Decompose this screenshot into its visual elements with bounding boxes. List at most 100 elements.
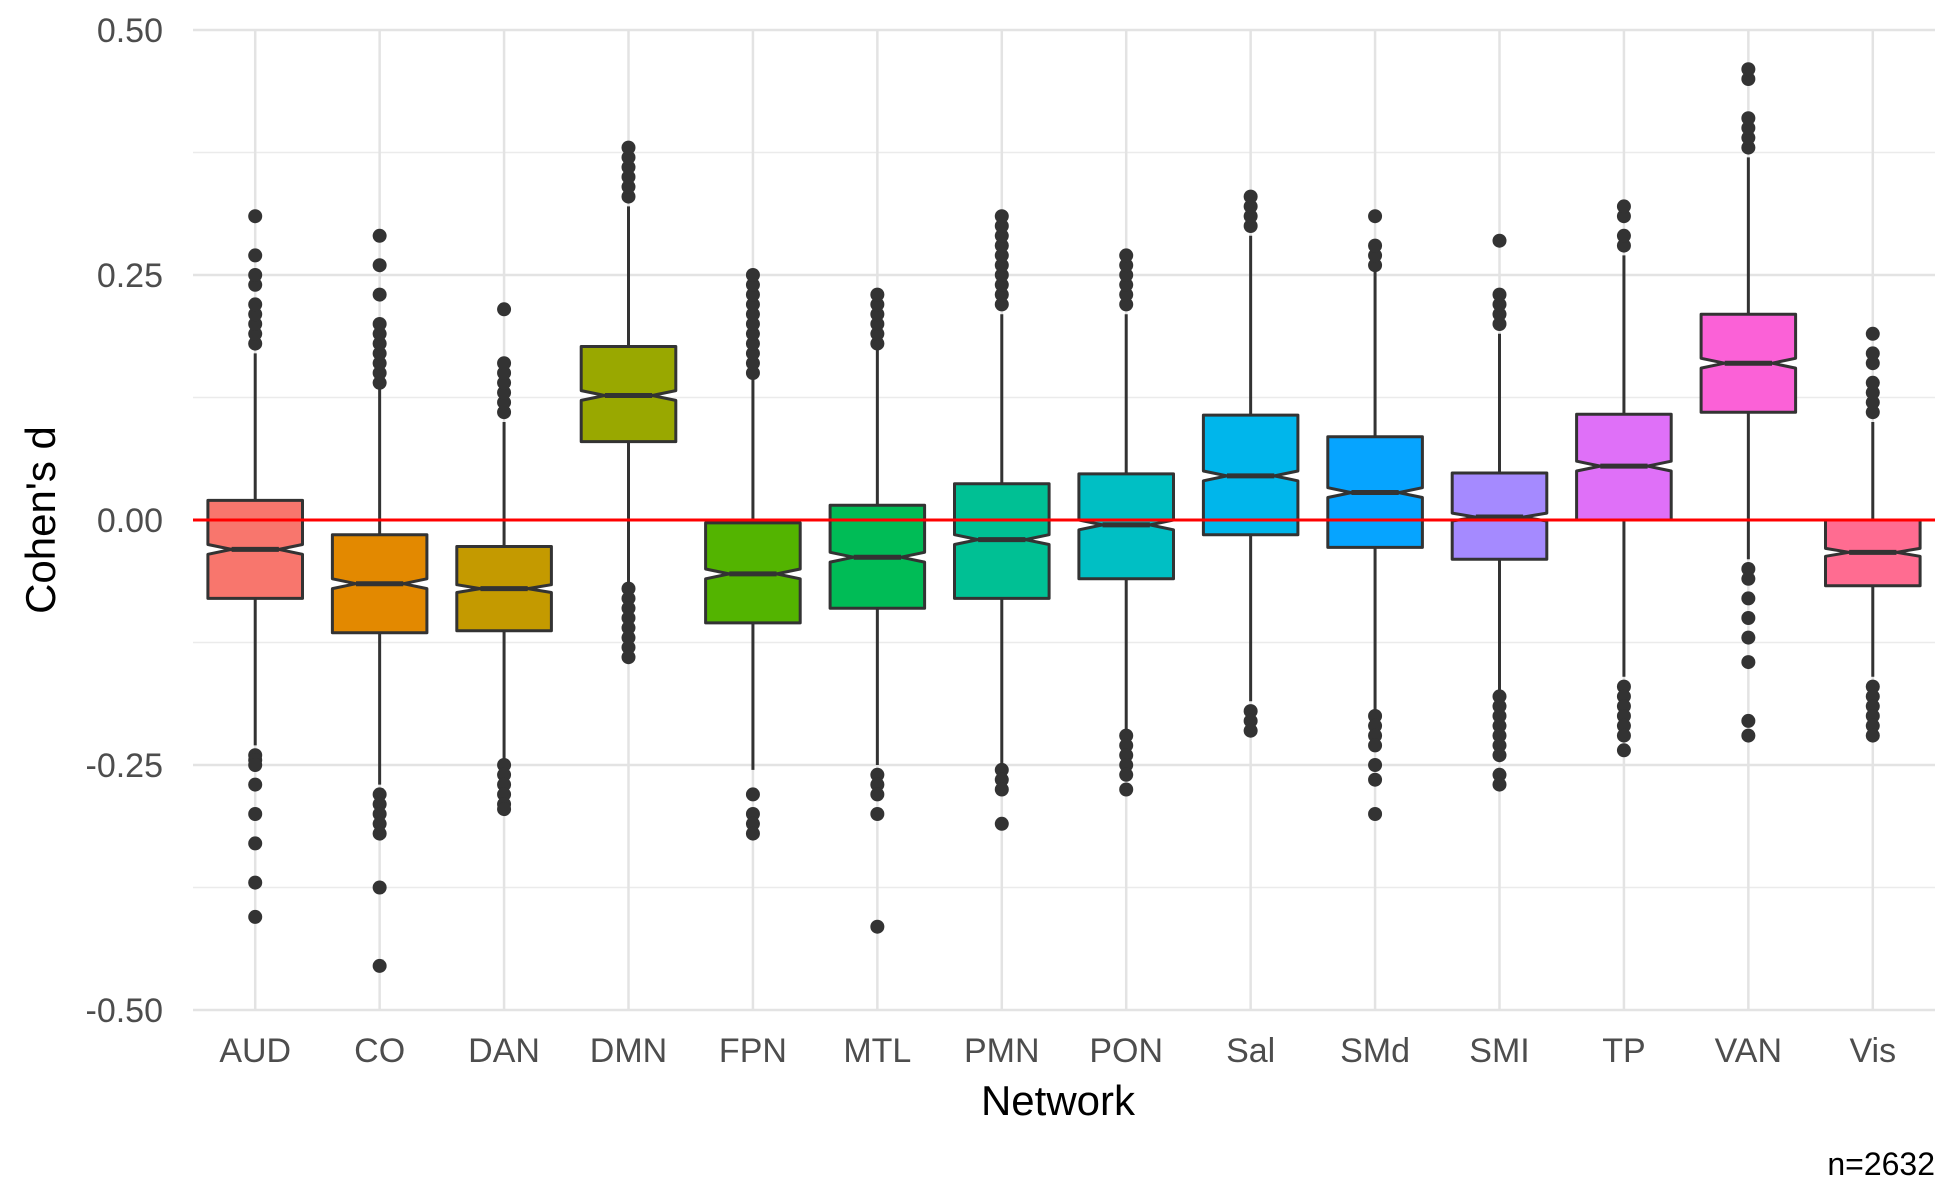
- outlier-point-FPN-4: [745, 326, 760, 341]
- outlier-point-DMN-2: [621, 170, 636, 184]
- y-tick-label-0: 0.50: [97, 12, 163, 50]
- outlier-point-VAN-7: [1741, 571, 1756, 586]
- outlier-point-CO-7: [372, 287, 387, 302]
- y-tick-label-1: 0.25: [97, 257, 163, 295]
- outlier-point-CO-2: [372, 356, 387, 371]
- outlier-point-AUD-8: [248, 209, 263, 224]
- box-group-PON: [1077, 248, 1175, 797]
- outlier-point-DMN-12: [621, 640, 636, 655]
- outlier-point-PMN-5: [994, 248, 1009, 263]
- outlier-point-MTL-0: [870, 336, 885, 351]
- outlier-point-TP-8: [1616, 718, 1631, 733]
- outlier-point-VAN-11: [1741, 655, 1756, 670]
- x-tick-label-DAN: DAN: [468, 1032, 540, 1070]
- box-group-SMd: [1326, 209, 1424, 821]
- outlier-point-SMI-9: [1492, 728, 1507, 743]
- outlier-point-AUD-6: [248, 268, 263, 282]
- outlier-point-FPN-0: [745, 366, 760, 380]
- outlier-point-DAN-12: [497, 802, 512, 817]
- outlier-point-Vis-11: [1865, 718, 1880, 733]
- outlier-point-SMd-0: [1368, 258, 1383, 273]
- outlier-point-CO-4: [372, 336, 387, 351]
- outlier-point-AUD-11: [248, 758, 263, 772]
- outlier-point-Vis-10: [1865, 709, 1880, 723]
- outlier-point-DAN-10: [497, 787, 512, 802]
- x-tick-label-DMN: DMN: [590, 1032, 667, 1070]
- outlier-point-CO-13: [372, 816, 387, 831]
- outlier-point-FPN-6: [745, 307, 760, 322]
- x-tick-label-Sal: Sal: [1226, 1032, 1275, 1070]
- outlier-point-PON-7: [1119, 738, 1134, 753]
- box-group-TP: [1575, 199, 1673, 758]
- outlier-point-TP-1: [1616, 228, 1631, 243]
- outlier-point-VAN-10: [1741, 630, 1756, 645]
- outlier-point-DAN-3: [497, 375, 512, 390]
- x-tick-label-CO: CO: [354, 1032, 405, 1070]
- outlier-point-Vis-12: [1865, 728, 1880, 743]
- outlier-point-TP-6: [1616, 699, 1631, 714]
- outlier-point-DAN-5: [497, 356, 512, 371]
- outlier-point-SMd-7: [1368, 738, 1383, 753]
- outlier-point-PON-2: [1119, 277, 1134, 292]
- outlier-point-Vis-5: [1865, 346, 1880, 361]
- outlier-point-AUD-1: [248, 326, 263, 341]
- outlier-point-TP-0: [1616, 238, 1631, 253]
- outlier-point-DMN-1: [621, 179, 636, 194]
- outlier-point-SMI-7: [1492, 709, 1507, 723]
- outlier-point-FPN-9: [745, 277, 760, 292]
- outlier-point-TP-9: [1616, 728, 1631, 743]
- outlier-point-FPN-14: [745, 826, 760, 841]
- outlier-point-DMN-8: [621, 601, 636, 616]
- outlier-point-VAN-8: [1741, 591, 1756, 606]
- outlier-point-PMN-4: [994, 258, 1009, 273]
- outlier-point-Vis-9: [1865, 699, 1880, 714]
- outlier-point-SMI-13: [1492, 777, 1507, 792]
- outlier-point-VAN-13: [1741, 728, 1756, 743]
- outlier-point-PMN-10: [994, 762, 1009, 777]
- outlier-point-MTL-4: [870, 297, 885, 312]
- outlier-point-FPN-13: [745, 816, 760, 831]
- outlier-point-SMd-8: [1368, 758, 1383, 772]
- outlier-point-SMd-9: [1368, 772, 1383, 787]
- box-group-CO: [330, 228, 429, 973]
- outlier-point-Vis-2: [1865, 385, 1880, 400]
- x-tick-label-SMI: SMI: [1469, 1032, 1529, 1070]
- tick-label-layer: 0.50 0.25 0.00 -0.25 -0.50 AUD CO DAN DMN FPN MTL P…: [86, 12, 1897, 1070]
- box-layer: [206, 62, 1922, 973]
- outlier-point-VAN-4: [1741, 72, 1756, 86]
- outlier-point-VAN-5: [1741, 62, 1756, 77]
- outlier-point-Sal-3: [1243, 189, 1258, 204]
- outlier-point-Vis-3: [1865, 375, 1880, 390]
- outlier-point-SMI-3: [1492, 287, 1507, 302]
- box-group-DAN: [455, 302, 553, 817]
- outlier-point-Vis-1: [1865, 395, 1880, 410]
- outlier-point-SMI-12: [1492, 767, 1507, 782]
- outlier-point-CO-1: [372, 366, 387, 380]
- outlier-point-PMN-2: [994, 277, 1009, 292]
- outlier-point-Sal-0: [1243, 219, 1258, 233]
- outlier-point-AUD-2: [248, 317, 263, 331]
- caption-sample-size: n=2632: [1827, 1146, 1935, 1182]
- outlier-point-VAN-1: [1741, 130, 1756, 145]
- outlier-point-SMI-6: [1492, 699, 1507, 714]
- outlier-point-Sal-4: [1243, 704, 1258, 719]
- outlier-point-DMN-7: [621, 591, 636, 606]
- outlier-point-VAN-6: [1741, 562, 1756, 576]
- outlier-point-DMN-9: [621, 611, 636, 625]
- outlier-point-TP-4: [1616, 679, 1631, 694]
- outlier-point-Sal-5: [1243, 713, 1258, 728]
- outlier-point-PMN-11: [994, 772, 1009, 787]
- outlier-point-CO-9: [372, 228, 387, 243]
- outlier-point-MTL-5: [870, 287, 885, 302]
- y-axis-title: Cohen's d: [17, 426, 64, 614]
- x-tick-label-FPN: FPN: [719, 1032, 787, 1070]
- outlier-point-MTL-3: [870, 307, 885, 322]
- outlier-point-SMI-8: [1492, 718, 1507, 733]
- outlier-point-Sal-2: [1243, 199, 1258, 214]
- outlier-point-CO-10: [372, 787, 387, 802]
- outlier-point-FPN-2: [745, 346, 760, 361]
- outlier-point-PMN-13: [994, 816, 1009, 831]
- outlier-point-SMI-0: [1492, 317, 1507, 331]
